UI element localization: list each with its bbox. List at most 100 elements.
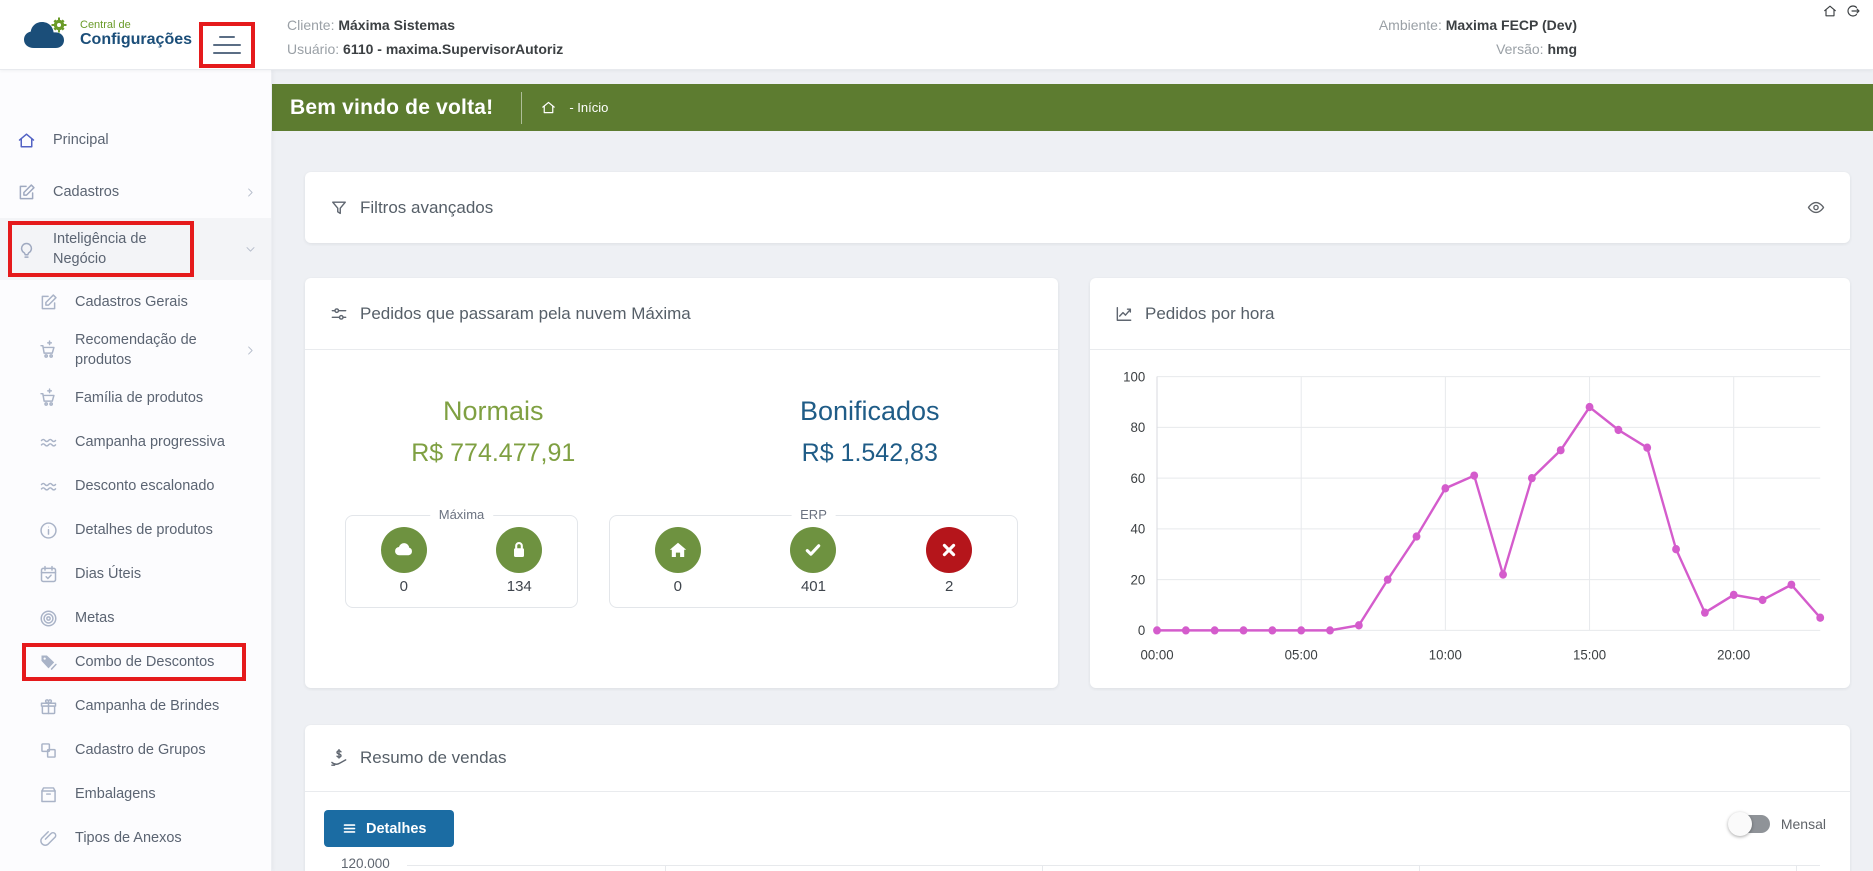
mensal-toggle[interactable]	[1727, 812, 1770, 836]
logo-line1: Central de	[80, 19, 131, 31]
chart-line-icon	[1114, 304, 1134, 324]
target-icon	[38, 608, 59, 629]
resumo-axis-label: 120.000	[341, 856, 390, 871]
sidebar-item-label: Embalagens	[75, 786, 156, 802]
bonificados-value: R$ 1.542,83	[801, 439, 938, 467]
maxima-legend: Máxima	[429, 507, 494, 522]
toggle-knob	[1727, 812, 1752, 836]
sidebar-item-metas[interactable]: Metas	[0, 596, 271, 640]
badge-count: 2	[944, 578, 954, 595]
sidebar-item-label: Desconto escalonado	[75, 478, 215, 494]
sidebar-item-label: Família de produtos	[75, 390, 204, 406]
app-logo: Central de Configurações	[20, 14, 192, 54]
sidebar-item-inteligencia-de-negocio[interactable]: Inteligência de Negócio	[0, 218, 271, 280]
pedidos-por-hora-title: Pedidos por hora	[1145, 303, 1275, 323]
sidebar-toggle-button[interactable]	[213, 36, 241, 54]
filtros-title: Filtros avançados	[360, 197, 494, 217]
hand-dollar-icon	[329, 748, 349, 768]
badge-count: 0	[673, 578, 682, 595]
sidebar-item-label: Inteligência de Negócio	[53, 231, 147, 267]
sidebar-item-combo-de-descontos[interactable]: Combo de Descontos	[0, 640, 271, 684]
page-title: Bem vindo de volta!	[290, 95, 494, 119]
edit-icon	[38, 292, 59, 313]
sidebar-item-embalagens[interactable]: Embalagens	[0, 772, 271, 816]
group-icon	[38, 740, 59, 761]
svg-text:40: 40	[1131, 521, 1146, 536]
badge-count: 134	[506, 578, 532, 595]
home-icon[interactable]	[1822, 3, 1838, 19]
sidebar-item-detalhes-de-produtos[interactable]: Detalhes de produtos	[0, 508, 271, 552]
status-badge-cloud: 0	[380, 527, 427, 595]
client-info: Cliente: Máxima Sistemas Usuário: 6110 -…	[287, 13, 563, 61]
sidebar-item-cadastro-de-grupos[interactable]: Cadastro de Grupos	[0, 728, 271, 772]
x-icon	[937, 538, 961, 562]
menu-icon	[342, 821, 357, 836]
mensal-toggle-label: Mensal	[1780, 816, 1826, 832]
pedidos-por-hora-chart: 0 20 40 60 80 100 00:00 05:00 10:00 15:00 20:00	[1106, 360, 1832, 672]
sidebar-item-campanha-progressiva[interactable]: Campanha progressiva	[0, 420, 271, 464]
erp-group: ERP 0 401 2	[609, 507, 1018, 608]
breadcrumb-home-icon[interactable]	[540, 99, 557, 116]
sidebar-item-label: Dias Úteis	[75, 566, 142, 582]
logout-icon[interactable]	[1845, 3, 1861, 19]
sidebar-item-label: Cadastros	[53, 184, 120, 200]
badge-count: 0	[399, 578, 408, 595]
waves-icon	[38, 432, 59, 453]
svg-text:80: 80	[1131, 420, 1146, 435]
sidebar-item-dias-uteis[interactable]: Dias Úteis	[0, 552, 271, 596]
package-icon	[38, 784, 59, 805]
status-badge-check: 401	[790, 527, 837, 595]
versao-value: hmg	[1547, 41, 1577, 57]
detalhes-button[interactable]: Detalhes	[324, 810, 454, 847]
bonificados-label: Bonificados	[799, 396, 940, 426]
status-badge-x: 2	[926, 527, 973, 595]
normais-value: R$ 774.477,91	[411, 439, 576, 467]
detalhes-label: Detalhes	[366, 820, 427, 837]
chevron-right-icon	[244, 186, 257, 199]
sidebar-item-cadastros[interactable]: Cadastros	[0, 166, 271, 218]
svg-text:00:00: 00:00	[1140, 647, 1173, 662]
sidebar-item-campanha-de-brindes[interactable]: Campanha de Brindes	[0, 684, 271, 728]
resumo-vendas-card: Resumo de vendas Detalhes Mensal 120.000	[305, 725, 1850, 871]
usuario-value: 6110 - maxima.SupervisorAutoriz	[343, 41, 564, 57]
normais-label: Normais	[442, 396, 544, 426]
sidebar-item-principal[interactable]: Principal	[0, 114, 271, 166]
svg-text:20: 20	[1131, 572, 1146, 587]
info-icon	[38, 520, 59, 541]
svg-text:10:00: 10:00	[1429, 647, 1462, 662]
chevron-down-icon	[244, 243, 257, 256]
welcome-banner: Bem vindo de volta! - Início	[272, 84, 1873, 131]
filtros-avancados-panel[interactable]: Filtros avançados	[305, 172, 1850, 243]
sidebar-item-familia-de-produtos[interactable]: Família de produtos	[0, 376, 271, 420]
eye-icon[interactable]	[1806, 198, 1826, 217]
logo-line2: Configurações	[80, 31, 193, 48]
resumo-vendas-title: Resumo de vendas	[360, 748, 507, 767]
svg-text:15:00: 15:00	[1573, 647, 1606, 662]
sidebar-item-tipos-de-anexos[interactable]: Tipos de Anexos	[0, 816, 271, 860]
resumo-gridline	[407, 865, 1820, 866]
sidebar-item-label: Detalhes de produtos	[75, 522, 213, 538]
cloud-logo-icon	[24, 17, 67, 48]
banner-divider	[521, 91, 523, 124]
cloud-icon	[392, 538, 416, 562]
svg-text:100: 100	[1123, 369, 1145, 384]
erp-legend: ERP	[791, 507, 836, 522]
cart-icon	[38, 387, 59, 409]
sidebar-item-desconto-escalonado[interactable]: Desconto escalonado	[0, 464, 271, 508]
svg-text:60: 60	[1131, 470, 1146, 485]
sidebar-item-label: Cadastro de Grupos	[75, 742, 206, 758]
lightbulb-icon	[16, 239, 37, 260]
sidebar-item-cadastros-gerais[interactable]: Cadastros Gerais	[0, 280, 271, 324]
cliente-value: Máxima Sistemas	[338, 17, 456, 33]
chevron-right-icon	[244, 344, 257, 357]
sidebar-item-label: Principal	[53, 132, 109, 148]
breadcrumb: - Início	[569, 100, 609, 115]
environment-info: Ambiente: Maxima FECP (Dev) Versão: hmg	[1379, 13, 1577, 61]
sidebar-item-recomendacao-de-produtos[interactable]: Recomendação de produtos	[0, 324, 271, 376]
top-bar: Central de Configurações Cliente: Máxima…	[0, 0, 1873, 70]
gift-icon	[38, 696, 59, 717]
maxima-group: Máxima 0 134	[345, 507, 578, 608]
pedidos-nuvem-card: Pedidos que passaram pela nuvem Máxima N…	[305, 278, 1058, 688]
cart-icon	[38, 339, 59, 361]
versao-label: Versão:	[1496, 41, 1544, 57]
